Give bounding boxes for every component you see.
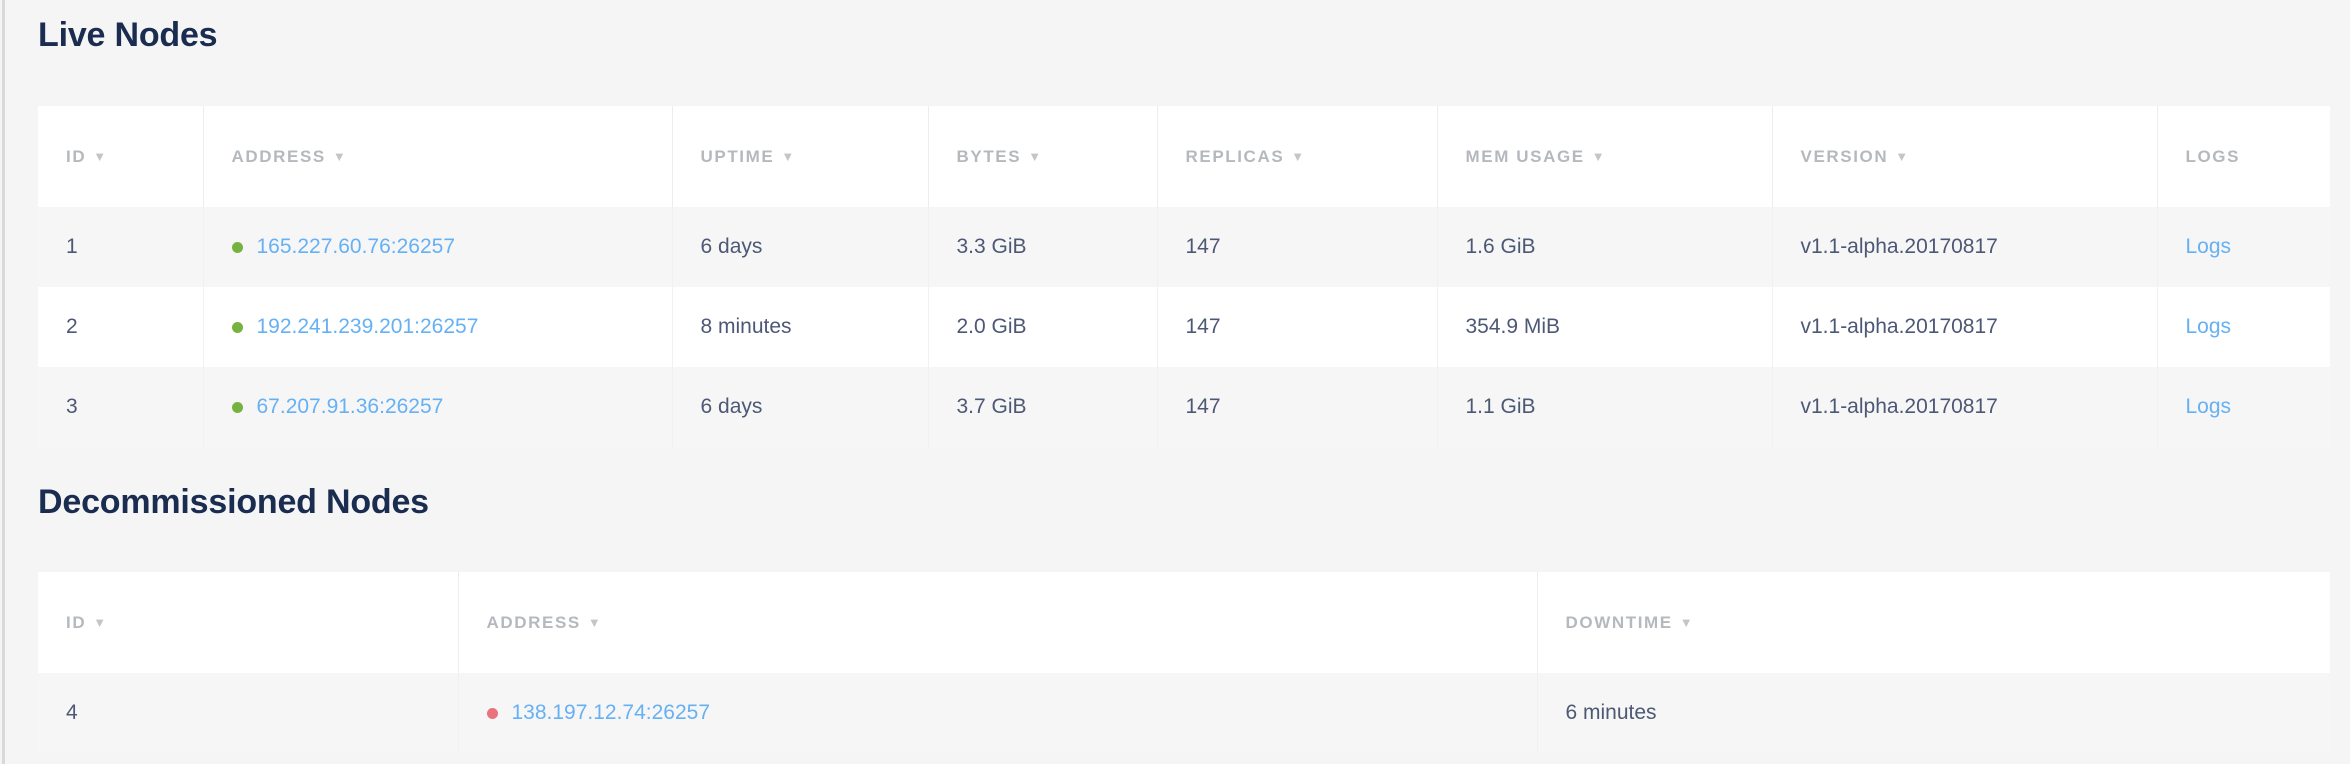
sort-caret-icon[interactable]: ▼	[93, 148, 108, 164]
column-header-logs-label: LOGS	[2185, 146, 2241, 166]
node-address-link[interactable]: 138.197.12.74:26257	[511, 701, 711, 724]
column-header-replicas[interactable]: REPLICAS ▼	[1157, 106, 1438, 207]
sort-caret-icon[interactable]: ▼	[1291, 148, 1306, 164]
sort-caret-icon[interactable]: ▼	[781, 148, 796, 164]
node-address-link[interactable]: 67.207.91.36:26257	[256, 395, 444, 418]
cell-logs: Logs	[2157, 207, 2330, 287]
sort-caret-icon[interactable]: ▼	[1895, 148, 1910, 164]
column-header-logs: LOGS	[2157, 106, 2330, 207]
cell-address: 67.207.91.36:26257	[203, 367, 673, 447]
cell-replicas: 147	[1157, 287, 1438, 367]
table-row: 2 192.241.239.201:26257 8 minutes 2.0 Gi…	[38, 287, 2330, 367]
cell-id: 2	[38, 287, 204, 367]
live-nodes-table: ID ▼ ADDRESS ▼ UPTIME ▼ BYTES ▼ REPLICAS ▼ ME…	[38, 106, 2330, 447]
column-header-mem-usage[interactable]: MEM USAGE ▼	[1437, 106, 1773, 207]
column-header-id[interactable]: ID ▼	[38, 572, 459, 673]
column-header-id-label: ID	[66, 612, 87, 632]
column-header-id-label: ID	[66, 146, 87, 166]
live-nodes-header-row: ID ▼ ADDRESS ▼ UPTIME ▼ BYTES ▼ REPLICAS ▼ ME…	[38, 106, 2330, 207]
cell-uptime: 6 days	[672, 207, 929, 287]
cell-version: v1.1-alpha.20170817	[1772, 207, 2158, 287]
table-row: 1 165.227.60.76:26257 6 days 3.3 GiB 147…	[38, 207, 2330, 287]
column-header-version-label: VERSION	[1800, 146, 1889, 166]
status-dot-live-icon	[231, 241, 243, 253]
decommissioned-nodes-table-body: 4 138.197.12.74:26257 6 minutes	[38, 673, 2330, 753]
decommissioned-nodes-table-container: ID ▼ ADDRESS ▼ DOWNTIME ▼ 4 138.197.12.74:2…	[38, 572, 2330, 753]
cell-version: v1.1-alpha.20170817	[1772, 287, 2158, 367]
column-header-version[interactable]: VERSION ▼	[1772, 106, 2158, 207]
cell-uptime: 6 days	[672, 367, 929, 447]
cell-mem-usage: 354.9 MiB	[1437, 287, 1773, 367]
decommissioned-nodes-header-row: ID ▼ ADDRESS ▼ DOWNTIME ▼	[38, 572, 2330, 673]
sort-caret-icon[interactable]: ▼	[1591, 148, 1607, 164]
column-header-address-label: ADDRESS	[486, 612, 581, 632]
sort-caret-icon[interactable]: ▼	[332, 148, 348, 164]
column-header-bytes[interactable]: BYTES ▼	[928, 106, 1158, 207]
cell-mem-usage: 1.1 GiB	[1437, 367, 1773, 447]
live-nodes-table-container: ID ▼ ADDRESS ▼ UPTIME ▼ BYTES ▼ REPLICAS ▼ ME…	[38, 106, 2330, 447]
cell-downtime: 6 minutes	[1537, 673, 2330, 753]
column-header-mem-usage-label: MEM USAGE	[1465, 146, 1585, 166]
cell-bytes: 3.7 GiB	[928, 367, 1158, 447]
cell-logs: Logs	[2157, 287, 2330, 367]
column-header-downtime[interactable]: DOWNTIME ▼	[1537, 572, 2330, 673]
live-nodes-table-head: ID ▼ ADDRESS ▼ UPTIME ▼ BYTES ▼ REPLICAS ▼ ME…	[38, 106, 2330, 207]
page-left-edge	[2, 0, 5, 764]
cell-bytes: 3.3 GiB	[928, 207, 1158, 287]
cell-replicas: 147	[1157, 367, 1438, 447]
logs-link[interactable]: Logs	[2185, 395, 2232, 418]
decommissioned-nodes-table: ID ▼ ADDRESS ▼ DOWNTIME ▼ 4 138.197.12.74:2…	[38, 572, 2330, 753]
cell-version: v1.1-alpha.20170817	[1772, 367, 2158, 447]
column-header-address[interactable]: ADDRESS ▼	[203, 106, 673, 207]
column-header-id[interactable]: ID ▼	[38, 106, 204, 207]
cell-bytes: 2.0 GiB	[928, 287, 1158, 367]
live-nodes-heading: Live Nodes	[38, 16, 218, 54]
decommissioned-nodes-table-head: ID ▼ ADDRESS ▼ DOWNTIME ▼	[38, 572, 2330, 673]
sort-caret-icon[interactable]: ▼	[587, 614, 603, 630]
sort-caret-icon[interactable]: ▼	[93, 614, 108, 630]
cell-logs: Logs	[2157, 367, 2330, 447]
cell-address: 165.227.60.76:26257	[203, 207, 673, 287]
decommissioned-nodes-heading: Decommissioned Nodes	[38, 483, 429, 521]
column-header-downtime-label: DOWNTIME	[1565, 612, 1673, 632]
address-wrapper: 192.241.239.201:26257	[231, 315, 672, 339]
cell-replicas: 147	[1157, 207, 1438, 287]
column-header-uptime-label: UPTIME	[700, 146, 775, 166]
address-wrapper: 165.227.60.76:26257	[231, 235, 672, 259]
column-header-replicas-label: REPLICAS	[1185, 146, 1285, 166]
column-header-address-label: ADDRESS	[231, 146, 326, 166]
cell-mem-usage: 1.6 GiB	[1437, 207, 1773, 287]
sort-caret-icon[interactable]: ▼	[1679, 614, 1695, 630]
live-nodes-table-body: 1 165.227.60.76:26257 6 days 3.3 GiB 147…	[38, 207, 2330, 447]
node-address-link[interactable]: 192.241.239.201:26257	[256, 315, 479, 338]
logs-link[interactable]: Logs	[2185, 235, 2232, 258]
address-wrapper: 138.197.12.74:26257	[486, 701, 1537, 725]
cell-id: 4	[38, 673, 459, 753]
cell-id: 3	[38, 367, 204, 447]
column-header-uptime[interactable]: UPTIME ▼	[672, 106, 929, 207]
status-dot-live-icon	[231, 321, 243, 333]
status-dot-live-icon	[231, 401, 243, 413]
cell-uptime: 8 minutes	[672, 287, 929, 367]
column-header-bytes-label: BYTES	[956, 146, 1022, 166]
cell-address: 138.197.12.74:26257	[458, 673, 1538, 753]
column-header-address[interactable]: ADDRESS ▼	[458, 572, 1538, 673]
status-dot-dead-icon	[486, 707, 498, 719]
cell-id: 1	[38, 207, 204, 287]
node-address-link[interactable]: 165.227.60.76:26257	[256, 235, 456, 258]
table-row: 4 138.197.12.74:26257 6 minutes	[38, 673, 2330, 753]
sort-caret-icon[interactable]: ▼	[1028, 148, 1043, 164]
cell-address: 192.241.239.201:26257	[203, 287, 673, 367]
logs-link[interactable]: Logs	[2185, 315, 2232, 338]
address-wrapper: 67.207.91.36:26257	[231, 395, 672, 419]
table-row: 3 67.207.91.36:26257 6 days 3.7 GiB 147 …	[38, 367, 2330, 447]
